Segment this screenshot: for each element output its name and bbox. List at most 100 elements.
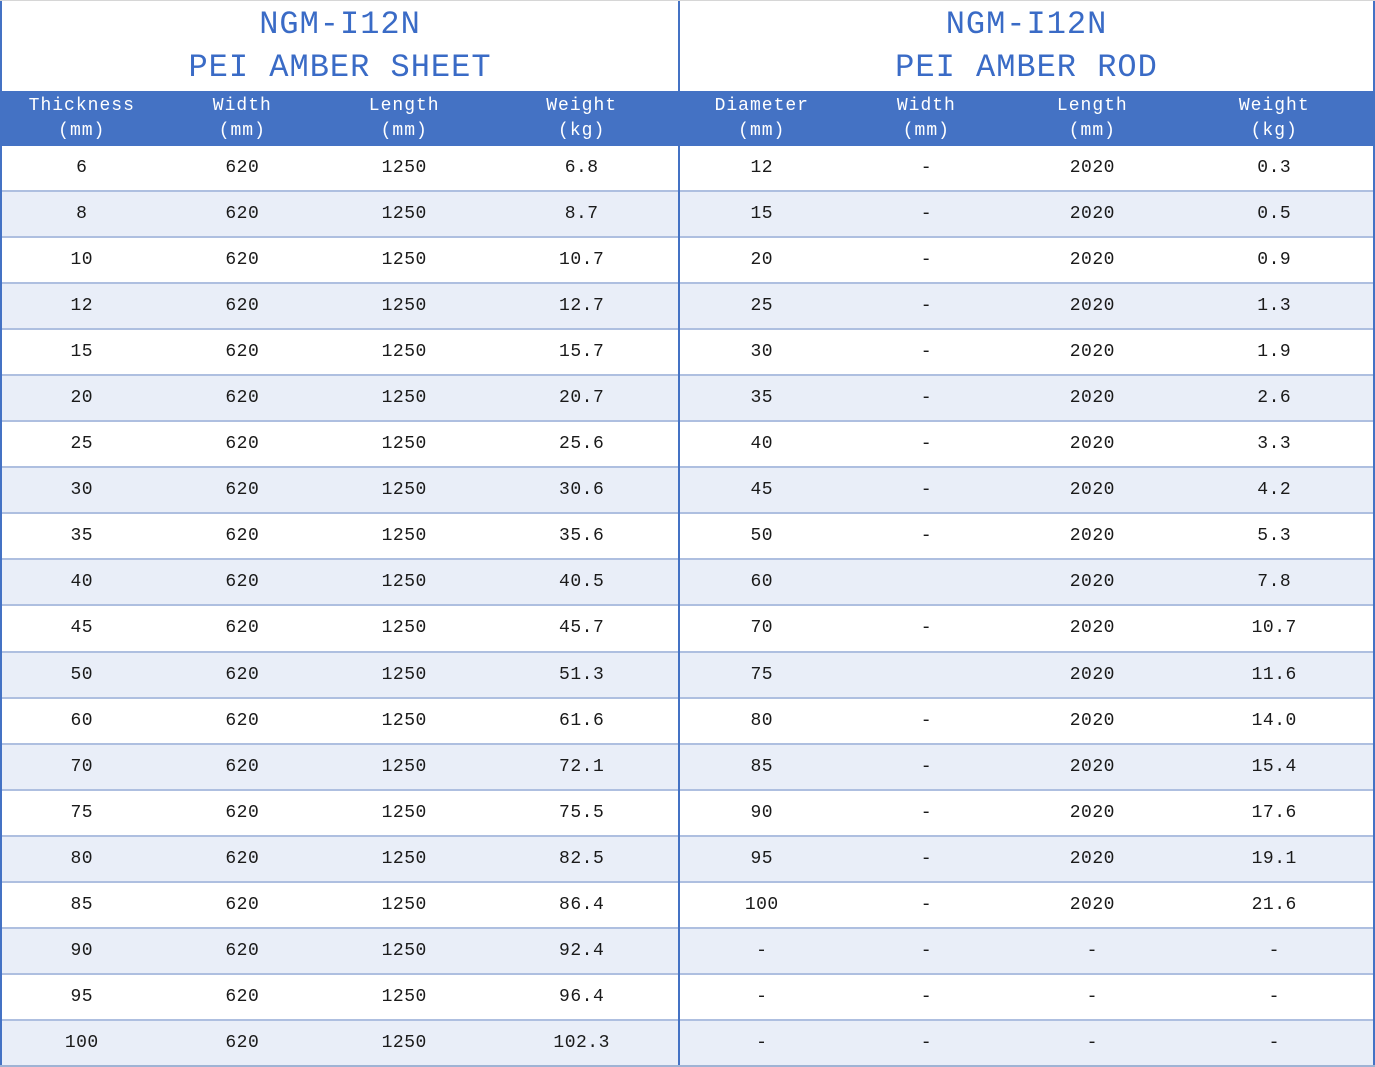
table-cell: 80 [70, 848, 94, 869]
table-cell: 25 [750, 296, 774, 317]
table-row: 15 620 1250 15.7 [2, 328, 678, 375]
table-cell: 620 [225, 480, 260, 501]
table-cell: 1250 [381, 480, 427, 501]
table-cell: 20 [750, 250, 774, 271]
column-header-unit: (kg) [558, 120, 606, 141]
table-cell: 1250 [381, 986, 427, 1007]
rod-title-product: PEI AMBER ROD [895, 49, 1158, 86]
table-cell: 45 [70, 618, 94, 639]
column-header-label: Thickness [28, 95, 135, 116]
table-cell: 30.6 [559, 480, 605, 501]
sheet-title-product: PEI AMBER SHEET [188, 49, 492, 86]
table-cell: - [920, 756, 933, 777]
table-cell: 50 [750, 526, 774, 547]
table-cell: 12 [70, 296, 94, 317]
column-header-unit: (kg) [1250, 120, 1298, 141]
table-cell: 75 [750, 664, 774, 685]
table-cell: 620 [225, 250, 260, 271]
rod-column-headers: Diameter (mm) Width (mm) Length (mm) Weight (kg… [680, 91, 1373, 146]
table-cell: 2020 [1069, 756, 1115, 777]
table-cell: 620 [225, 342, 260, 363]
table-row: 25 - 2020 1.3 [680, 282, 1373, 329]
table-cell: - [920, 296, 933, 317]
column-header-weight: Weight (kg) [485, 91, 678, 146]
table-cell: 30 [70, 480, 94, 501]
table-cell: 10.7 [559, 250, 605, 271]
column-header-unit: (mm) [218, 120, 266, 141]
table-cell: - [1268, 1032, 1280, 1053]
table-row: 20 620 1250 20.7 [2, 374, 678, 421]
table-cell: - [1268, 940, 1280, 961]
table-cell: 85 [70, 894, 94, 915]
table-cell: 25 [70, 434, 94, 455]
table-cell: 2.6 [1257, 388, 1292, 409]
table-cell: 1250 [381, 434, 427, 455]
table-cell: 40.5 [559, 572, 605, 593]
table-cell: 620 [225, 526, 260, 547]
table-cell: - [1086, 940, 1098, 961]
table-cell: 10 [70, 250, 94, 271]
column-header-label: Weight [546, 95, 618, 116]
rod-table-body: 12 - 2020 0.3 15 - 2020 0.5 20 - 2020 0.9 25 - 2020 1.3… [680, 146, 1373, 1065]
table-row: 75 2020 11.6 [680, 650, 1373, 697]
table-cell: 1250 [381, 158, 427, 179]
table-cell: 14.0 [1251, 710, 1297, 731]
table-cell: 50 [70, 664, 94, 685]
table-cell: 1250 [381, 802, 427, 823]
table-row: 95 - 2020 19.1 [680, 834, 1373, 881]
table-cell: 620 [225, 848, 260, 869]
table-cell: 620 [225, 618, 260, 639]
table-cell: 95 [750, 848, 774, 869]
table-cell: 1250 [381, 296, 427, 317]
table-row: 75 620 1250 75.5 [2, 788, 678, 835]
column-header-width: Width (mm) [162, 91, 324, 146]
table-cell: 620 [225, 572, 260, 593]
table-cell: 12 [750, 158, 774, 179]
table-cell: 17.6 [1251, 802, 1297, 823]
table-cell: 30 [750, 342, 774, 363]
table-row: 40 - 2020 3.3 [680, 420, 1373, 467]
table-cell: 3.3 [1257, 434, 1292, 455]
table-cell: 45.7 [559, 618, 605, 639]
table-cell: 45 [750, 480, 774, 501]
table-row: 45 - 2020 4.2 [680, 466, 1373, 513]
table-row: 85 - 2020 15.4 [680, 742, 1373, 789]
table-cell: - [920, 940, 933, 961]
table-cell: - [920, 388, 933, 409]
table-cell: 620 [225, 710, 260, 731]
table-cell: 1250 [381, 710, 427, 731]
table-cell: 70 [70, 756, 94, 777]
table-cell: 2020 [1069, 848, 1115, 869]
column-header-diameter: Diameter (mm) [680, 91, 844, 146]
table-row: 50 - 2020 5.3 [680, 512, 1373, 559]
table-row: 35 620 1250 35.6 [2, 512, 678, 559]
sheet-column-headers: Thickness (mm) Width (mm) Length (mm) Weight (k… [2, 91, 678, 146]
table-row: 6 620 1250 6.8 [2, 146, 678, 191]
table-cell: 1250 [381, 664, 427, 685]
table-cell: 2020 [1069, 388, 1115, 409]
table-cell [844, 653, 1010, 697]
table-cell: 6 [76, 158, 88, 179]
table-cell: 35 [70, 526, 94, 547]
table-cell: 8.7 [564, 204, 599, 225]
rod-title-block: NGM-I12N PEI AMBER ROD [680, 1, 1373, 91]
column-header-thickness: Thickness (mm) [2, 91, 162, 146]
table-cell: 15.7 [559, 342, 605, 363]
table-cell: 8 [76, 204, 88, 225]
table-row: 100 - 2020 21.6 [680, 880, 1373, 927]
column-header-unit: (mm) [58, 120, 106, 141]
table-row: 25 620 1250 25.6 [2, 420, 678, 467]
table-row: 12 - 2020 0.3 [680, 146, 1373, 191]
table-row: 70 - 2020 10.7 [680, 604, 1373, 651]
table-cell: 2020 [1069, 894, 1115, 915]
table-cell: 1250 [381, 204, 427, 225]
table-cell: - [920, 158, 933, 179]
table-cell: 21.6 [1251, 894, 1297, 915]
table-row: 35 - 2020 2.6 [680, 374, 1373, 421]
table-cell: 620 [225, 204, 260, 225]
sheet-table-body: 6 620 1250 6.8 8 620 1250 8.7 10 620 1250 10.7 12 620… [2, 146, 678, 1065]
table-cell: 620 [225, 664, 260, 685]
table-cell: 2020 [1069, 664, 1115, 685]
table-row: 8 620 1250 8.7 [2, 190, 678, 237]
table-cell: 96.4 [559, 986, 605, 1007]
